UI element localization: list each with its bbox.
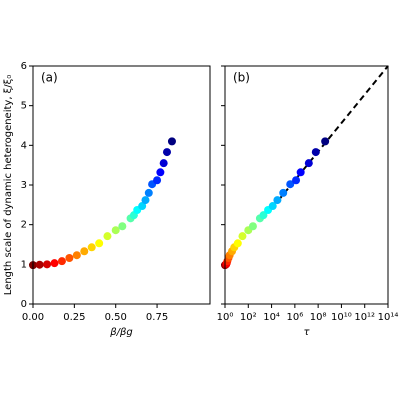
y-tick-label: 6	[21, 61, 27, 72]
y-tick-label: 4	[21, 140, 27, 151]
point	[72, 251, 81, 260]
point	[311, 148, 320, 157]
point	[118, 222, 127, 231]
y-tick-label: 3	[21, 180, 27, 191]
x-tick-label: 0.75	[146, 312, 168, 323]
point	[279, 188, 288, 197]
x-tick-label: 0.00	[22, 312, 44, 323]
axes-frame	[32, 65, 211, 305]
y-tick-label: 1	[21, 259, 27, 270]
axes-frame	[224, 65, 389, 305]
point	[65, 253, 74, 262]
point	[233, 239, 242, 248]
x-tick-label: 10²	[240, 312, 257, 323]
x-tick-label: 10¹²	[354, 312, 375, 323]
point	[292, 176, 301, 185]
point	[167, 137, 176, 146]
point	[286, 180, 295, 189]
x-tick-label: 10⁴	[263, 312, 280, 323]
point	[238, 232, 247, 241]
y-tick-label: 0	[21, 299, 27, 310]
x-axis-label: β/βg	[109, 327, 132, 338]
point	[138, 202, 147, 211]
point	[159, 159, 168, 168]
x-tick-label: 10¹⁰	[331, 312, 352, 323]
x-tick-label: 10⁸	[310, 312, 327, 323]
point	[87, 243, 96, 252]
point	[259, 211, 268, 220]
point	[141, 196, 150, 205]
point	[273, 196, 282, 205]
point	[57, 257, 66, 266]
point	[248, 222, 257, 231]
point	[50, 259, 59, 268]
y-axis-label: Length scale of dynamic heterogeneity, ξ…	[3, 75, 14, 295]
point	[144, 188, 153, 197]
x-tick-label: 10¹⁴	[378, 312, 399, 323]
point	[103, 232, 112, 241]
point	[162, 148, 171, 157]
point	[153, 176, 162, 185]
x-axis-label: τ	[303, 327, 310, 338]
x-tick-label: 0.50	[105, 312, 127, 323]
y-tick-label: 5	[21, 101, 27, 112]
x-tick-label: 10⁶	[286, 312, 303, 323]
x-tick-label: 10⁰	[217, 312, 234, 323]
point	[80, 247, 89, 256]
point	[156, 168, 165, 177]
panel-label: (b)	[233, 71, 250, 85]
point	[111, 226, 120, 235]
x-tick-label: 0.25	[63, 312, 85, 323]
panel-label: (a)	[41, 71, 58, 85]
point	[296, 168, 305, 177]
y-tick-label: 2	[21, 220, 27, 231]
point	[43, 260, 52, 269]
point	[304, 159, 313, 168]
point	[95, 239, 104, 248]
point	[321, 137, 330, 146]
point	[35, 260, 44, 269]
point	[268, 202, 277, 211]
